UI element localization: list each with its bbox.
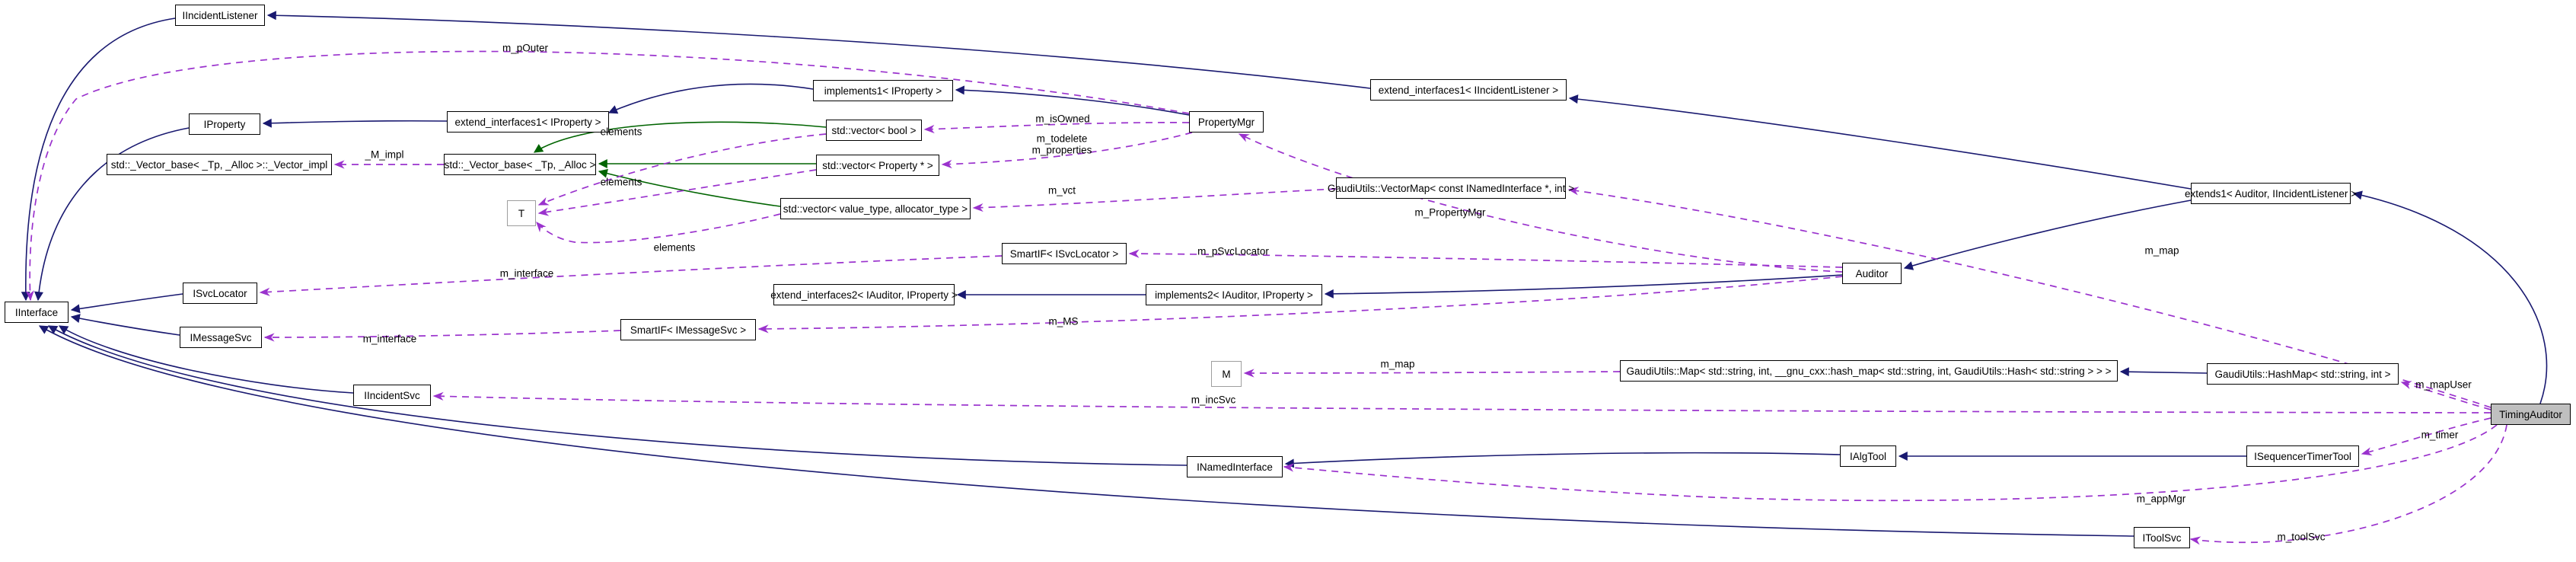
class-node-GaudiMap[interactable]: GaudiUtils::Map< std::string, int, __gnu…: [1620, 360, 2118, 382]
class-node-ISequencerTimerTool[interactable]: ISequencerTimerTool: [2246, 445, 2359, 467]
edge-extend_interfaces1IIncidentListener-to-IIncidentListener: [266, 11, 1371, 89]
edge-label-m_interface: m_interface: [499, 267, 554, 279]
edge-label-m_todelete: m_todelete: [1036, 133, 1088, 145]
edge-label-m_PropertyMgr: m_PropertyMgr: [1414, 206, 1486, 219]
class-node-implements2[interactable]: implements2< IAuditor, IProperty >: [1146, 284, 1322, 305]
edge-PropertyMgr-to-vectorBool: [923, 122, 1190, 134]
edge-SmartIFIMessageSvc-to-IMessageSvc: [263, 330, 621, 342]
edge-label-elements: elements: [653, 241, 696, 254]
edge-extends1-to-extend_interfaces1IIncidentListener: [1568, 94, 2192, 190]
class-node-IInterface[interactable]: IInterface: [5, 302, 69, 323]
edge-label-m_isOwned: m_isOwned: [1035, 113, 1090, 125]
edge-Auditor-to-PropertyMgr: [1238, 133, 1843, 273]
class-node-PropertyMgr[interactable]: PropertyMgr: [1189, 111, 1264, 133]
edge-label-elements: elements: [600, 176, 642, 188]
class-node-TimingAuditor: TimingAuditor: [2491, 404, 2571, 425]
edge-vectorValueType-to-VectorBase: [598, 168, 781, 207]
class-node-SmartIFIMessageSvc[interactable]: SmartIF< IMessageSvc >: [620, 319, 756, 340]
edge-vectorBool-to-VectorBase: [533, 121, 827, 153]
edge-label-m_incSvc: m_incSvc: [1191, 394, 1236, 406]
edge-Auditor-to-implements2: [1324, 274, 1843, 299]
class-node-Auditor[interactable]: Auditor: [1842, 263, 1902, 284]
edge-IProperty-to-IInterface: [34, 127, 190, 302]
class-node-vectorBool[interactable]: std::vector< bool >: [826, 120, 922, 141]
edge-label-m_pSvcLocator: m_pSvcLocator: [1197, 245, 1269, 257]
class-node-IMessageSvc[interactable]: IMessageSvc: [180, 327, 262, 348]
edge-ISvcLocator-to-IInterface: [70, 293, 183, 314]
class-node-vectorPropertyPtr[interactable]: std::vector< Property * >: [816, 155, 939, 176]
class-node-M: M: [1211, 361, 1242, 387]
edge-TimingAuditor-to-IToolSvc: [2189, 424, 2507, 545]
edge-PropertyMgr-to-IInterface: [25, 50, 1190, 302]
class-node-IProperty[interactable]: IProperty: [189, 113, 260, 135]
edge-vectorPropertyPtr-to-T: [537, 169, 817, 216]
edge-PropertyMgr-to-implements1IProperty: [955, 85, 1190, 116]
class-node-implements1IProperty[interactable]: implements1< IProperty >: [813, 80, 953, 101]
class-node-IToolSvc[interactable]: IToolSvc: [2134, 527, 2190, 548]
edge-label-m_map: m_map: [1380, 358, 1415, 370]
edge-TimingAuditor-to-IIncidentSvc: [432, 391, 2492, 414]
class-node-T: T: [507, 200, 536, 226]
class-node-ISvcLocator[interactable]: ISvcLocator: [183, 283, 257, 304]
edge-label-m_MS: m_MS: [1048, 315, 1079, 327]
edge-TimingAuditor-to-ISequencerTimerTool: [2361, 417, 2492, 456]
class-node-VectorBase[interactable]: std::_Vector_base< _Tp, _Alloc >: [444, 154, 596, 175]
class-node-IAlgTool[interactable]: IAlgTool: [1840, 445, 1896, 467]
class-node-extend_interfaces2[interactable]: extend_interfaces2< IAuditor, IProperty …: [770, 284, 958, 305]
edge-IMessageSvc-to-IInterface: [70, 314, 180, 336]
edge-vectorValueType-to-T: [536, 213, 781, 244]
edge-Auditor-to-SmartIFIMessageSvc: [757, 276, 1843, 334]
class-node-VectorMap[interactable]: GaudiUtils::VectorMap< const INamedInter…: [1328, 177, 1574, 199]
class-node-extend_interfaces1IIncidentListener[interactable]: extend_interfaces1< IIncidentListener >: [1370, 79, 1567, 101]
edge-label-m_interface: m_interface: [362, 333, 417, 345]
edge-label-m_properties: m_properties: [1031, 144, 1092, 156]
class-node-IIncidentListener[interactable]: IIncidentListener: [175, 5, 265, 26]
edge-PropertyMgr-to-vectorPropertyPtr: [941, 132, 1193, 169]
edge-GaudiHashMap-to-GaudiMap: [2119, 367, 2208, 377]
edge-TimingAuditor-to-extends1: [2352, 190, 2548, 404]
edge-label-elements: elements: [600, 126, 642, 138]
edge-Auditor-to-SmartIFISvcLocator: [1128, 249, 1843, 268]
class-node-INamedInterface[interactable]: INamedInterface: [1187, 456, 1283, 477]
edge-IAlgTool-to-INamedInterface: [1284, 452, 1841, 468]
edge-label-m_mapUser: m_mapUser: [2415, 378, 2472, 391]
edge-label-m_map: m_map: [2144, 244, 2179, 257]
edge-label-m_pOuter: m_pOuter: [502, 42, 549, 54]
edge-label-m_timer: m_timer: [2421, 429, 2459, 441]
edge-label-m_vct: m_vct: [1047, 184, 1076, 196]
class-node-IIncidentSvc[interactable]: IIncidentSvc: [353, 385, 431, 406]
class-node-VectorImpl[interactable]: std::_Vector_base< _Tp, _Alloc >::_Vecto…: [107, 154, 332, 175]
edge-VectorMap-to-vectorValueType: [972, 188, 1337, 212]
edge-vectorBool-to-T: [537, 133, 827, 206]
edge-implements1IProperty-to-extend_interfaces1IProperty: [607, 83, 814, 114]
class-node-extends1[interactable]: extends1< Auditor, IIncidentListener >: [2185, 183, 2357, 204]
edge-extend_interfaces1IProperty-to-IProperty: [262, 118, 448, 128]
edge-label-_M_impl: _M_impl: [365, 148, 404, 161]
edge-IIncidentListener-to-IInterface: [21, 18, 176, 302]
edge-GaudiMap-to-M: [1243, 369, 1621, 378]
edge-label-m_toolSvc: m_toolSvc: [2277, 531, 2326, 543]
edge-SmartIFISvcLocator-to-ISvcLocator: [259, 255, 1003, 296]
class-node-SmartIFISvcLocator[interactable]: SmartIF< ISvcLocator >: [1002, 243, 1127, 264]
class-node-GaudiHashMap[interactable]: GaudiUtils::HashMap< std::string, int >: [2207, 363, 2399, 385]
edge-label-m_appMgr: m_appMgr: [2136, 493, 2186, 505]
edge-IIncidentSvc-to-IInterface: [58, 325, 354, 394]
edge-extends1-to-Auditor: [1903, 200, 2192, 270]
class-node-extend_interfaces1IProperty[interactable]: extend_interfaces1< IProperty >: [447, 111, 609, 133]
edge-IToolSvc-to-IInterface: [38, 325, 2134, 537]
edge-INamedInterface-to-IInterface: [47, 325, 1188, 466]
class-node-vectorValueType[interactable]: std::vector< value_type, allocator_type …: [780, 198, 971, 219]
